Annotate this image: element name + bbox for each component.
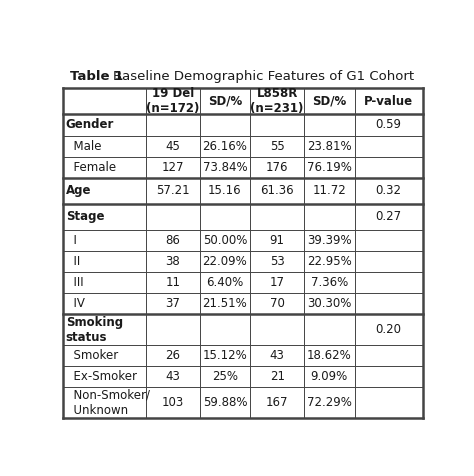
Text: 76.19%: 76.19% [307,160,352,174]
Text: 21.51%: 21.51% [202,297,247,310]
Text: IV: IV [66,297,85,310]
Text: 0.20: 0.20 [376,323,402,336]
Text: I: I [66,234,77,247]
Text: 6.40%: 6.40% [206,276,244,289]
Text: 57.21: 57.21 [156,184,190,197]
Text: 0.59: 0.59 [376,119,402,131]
Text: 21: 21 [270,370,284,383]
Text: 55: 55 [270,139,284,152]
Text: 53: 53 [270,255,284,268]
Text: 19 Del
(n=172): 19 Del (n=172) [146,88,200,115]
Text: Non-Smoker/
  Unknown: Non-Smoker/ Unknown [66,389,150,416]
Text: Male: Male [66,139,101,152]
Text: 0.32: 0.32 [376,184,402,197]
Text: 15.16: 15.16 [208,184,242,197]
Text: III: III [66,276,83,289]
Text: Smoking
status: Smoking status [66,316,123,344]
Text: 22.09%: 22.09% [202,255,247,268]
Text: Smoker: Smoker [66,349,118,362]
Text: 25%: 25% [212,370,238,383]
Text: 0.27: 0.27 [376,210,402,223]
Text: 11.72: 11.72 [312,184,346,197]
Text: Baseline Demographic Features of G1 Cohort: Baseline Demographic Features of G1 Coho… [112,70,414,83]
Text: L858R
(n=231): L858R (n=231) [250,88,304,115]
Text: 86: 86 [165,234,180,247]
Text: 17: 17 [270,276,284,289]
Text: 43: 43 [165,370,180,383]
Text: 38: 38 [165,255,180,268]
Text: 61.36: 61.36 [260,184,294,197]
Text: 73.84%: 73.84% [202,160,247,174]
Text: 23.81%: 23.81% [307,139,352,152]
Text: 39.39%: 39.39% [307,234,352,247]
Text: P-value: P-value [364,95,413,108]
Text: 70: 70 [270,297,284,310]
Text: 26: 26 [165,349,180,362]
Text: Age: Age [66,184,91,197]
Text: Table 1: Table 1 [70,70,128,83]
Text: 176: 176 [266,160,288,174]
Text: 167: 167 [266,396,288,409]
Text: 7.36%: 7.36% [310,276,348,289]
Text: 103: 103 [162,396,184,409]
Text: 30.30%: 30.30% [307,297,352,310]
Text: 127: 127 [162,160,184,174]
Text: 15.12%: 15.12% [202,349,247,362]
Text: 37: 37 [165,297,180,310]
Text: 72.29%: 72.29% [307,396,352,409]
Text: 26.16%: 26.16% [202,139,247,152]
Text: 18.62%: 18.62% [307,349,352,362]
Text: 9.09%: 9.09% [310,370,348,383]
Text: 59.88%: 59.88% [203,396,247,409]
Text: SD/%: SD/% [208,95,242,108]
Text: 22.95%: 22.95% [307,255,352,268]
Text: SD/%: SD/% [312,95,346,108]
Text: Gender: Gender [66,119,114,131]
Text: 91: 91 [270,234,284,247]
Text: Stage: Stage [66,210,104,223]
Text: 11: 11 [165,276,180,289]
Text: II: II [66,255,80,268]
Text: 50.00%: 50.00% [203,234,247,247]
Text: Female: Female [66,160,116,174]
Text: Ex-Smoker: Ex-Smoker [66,370,137,383]
Text: 43: 43 [270,349,284,362]
Text: 45: 45 [165,139,180,152]
